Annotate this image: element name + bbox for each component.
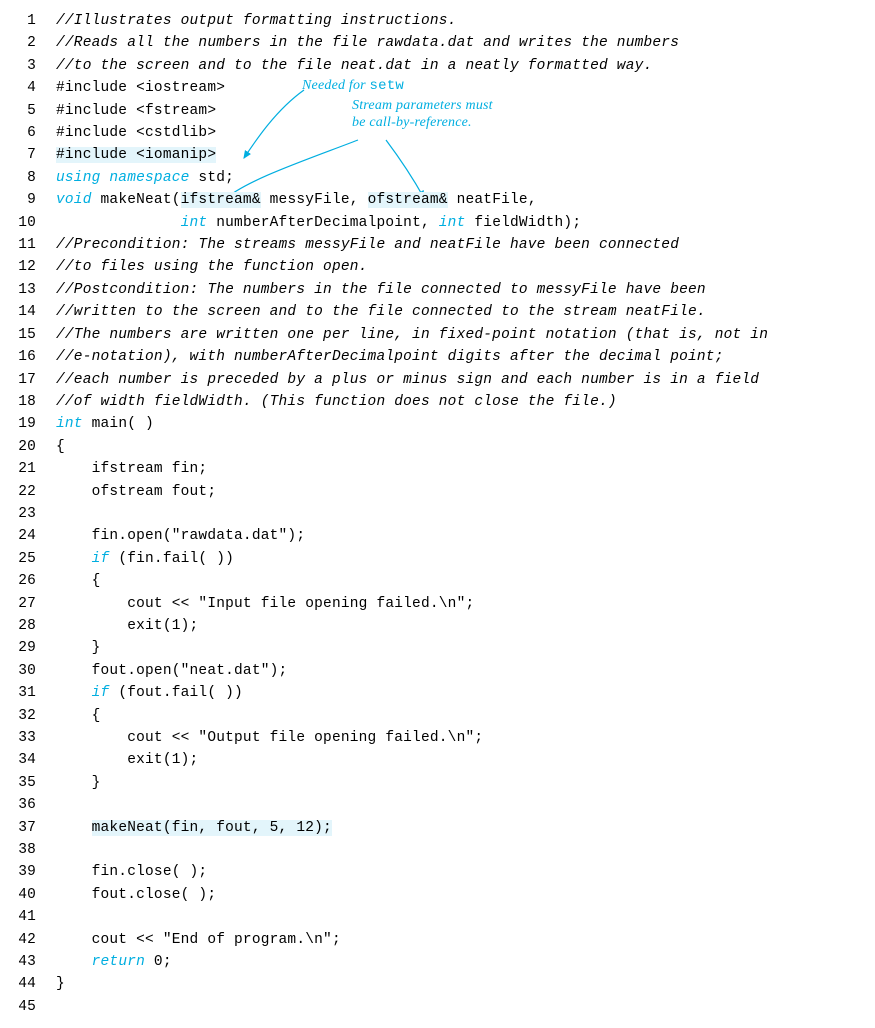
line-number: 1 [6,10,56,32]
line-number: 4 [6,77,56,99]
line-number: 22 [6,481,56,503]
line-number: 40 [6,884,56,906]
line-number: 27 [6,593,56,615]
code-content: //each number is preceded by a plus or m… [56,369,759,391]
line-number: 36 [6,794,56,816]
line-number: 44 [6,973,56,995]
line-number: 41 [6,906,56,928]
code-content: cout << "Output file opening failed.\n"; [56,727,483,749]
code-content: using namespace std; [56,167,234,189]
code-content: fin.open("rawdata.dat"); [56,525,305,547]
code-content: void makeNeat(ifstream& messyFile, ofstr… [56,189,537,211]
line-number: 15 [6,324,56,346]
code-content: //Reads all the numbers in the file rawd… [56,32,679,54]
code-content: cout << "End of program.\n"; [56,929,341,951]
code-listing: Needed for setw Stream parameters must b… [6,10,865,1018]
line-number: 42 [6,929,56,951]
line-number: 19 [6,413,56,435]
line-number: 38 [6,839,56,861]
code-content: //written to the screen and to the file … [56,301,706,323]
code-content: ofstream fout; [56,481,216,503]
code-content: { [56,436,65,458]
line-number: 12 [6,256,56,278]
line-number: 24 [6,525,56,547]
code-content: fin.close( ); [56,861,207,883]
line-number: 28 [6,615,56,637]
line-number: 45 [6,996,56,1018]
line-number: 33 [6,727,56,749]
code-content: { [56,570,101,592]
code-content: exit(1); [56,749,198,771]
line-number: 16 [6,346,56,368]
code-content: cout << "Input file opening failed.\n"; [56,593,474,615]
code-content: makeNeat(fin, fout, 5, 12); [56,817,332,839]
line-number: 2 [6,32,56,54]
code-content: fout.close( ); [56,884,216,906]
code-content: #include <fstream> [56,100,216,122]
code-content: exit(1); [56,615,198,637]
code-content: } [56,973,65,995]
line-number: 37 [6,817,56,839]
code-content: #include <cstdlib> [56,122,216,144]
code-content: { [56,705,101,727]
code-content: if (fout.fail( )) [56,682,243,704]
line-number: 35 [6,772,56,794]
code-content: } [56,637,101,659]
code-content: //Postcondition: The numbers in the file… [56,279,706,301]
code-content: //Illustrates output formatting instruct… [56,10,457,32]
line-number: 11 [6,234,56,256]
code-content: int main( ) [56,413,154,435]
line-number: 3 [6,55,56,77]
code-content: //e-notation), with numberAfterDecimalpo… [56,346,724,368]
line-number: 6 [6,122,56,144]
line-number: 17 [6,369,56,391]
code-content: //of width fieldWidth. (This function do… [56,391,617,413]
line-number: 43 [6,951,56,973]
line-number: 29 [6,637,56,659]
code-content: #include <iostream> [56,77,225,99]
line-number: 10 [6,212,56,234]
line-number: 13 [6,279,56,301]
line-number: 18 [6,391,56,413]
code-content: if (fin.fail( )) [56,548,234,570]
line-number: 31 [6,682,56,704]
code-content: } [56,772,101,794]
line-number: 20 [6,436,56,458]
code-content: #include <iomanip> [56,144,216,166]
line-number: 26 [6,570,56,592]
code-content: ifstream fin; [56,458,207,480]
code-content: int numberAfterDecimalpoint, int fieldWi… [56,212,581,234]
line-number: 7 [6,144,56,166]
code-content: //Precondition: The streams messyFile an… [56,234,679,256]
line-number: 8 [6,167,56,189]
line-number: 30 [6,660,56,682]
line-number: 34 [6,749,56,771]
line-number: 14 [6,301,56,323]
code-content: return 0; [56,951,172,973]
line-number: 9 [6,189,56,211]
line-number: 32 [6,705,56,727]
line-number: 5 [6,100,56,122]
code-content: //to the screen and to the file neat.dat… [56,55,652,77]
line-number: 23 [6,503,56,525]
line-number: 21 [6,458,56,480]
line-number: 39 [6,861,56,883]
code-content: //to files using the function open. [56,256,368,278]
code-content: fout.open("neat.dat"); [56,660,287,682]
line-number: 25 [6,548,56,570]
code-content: //The numbers are written one per line, … [56,324,768,346]
